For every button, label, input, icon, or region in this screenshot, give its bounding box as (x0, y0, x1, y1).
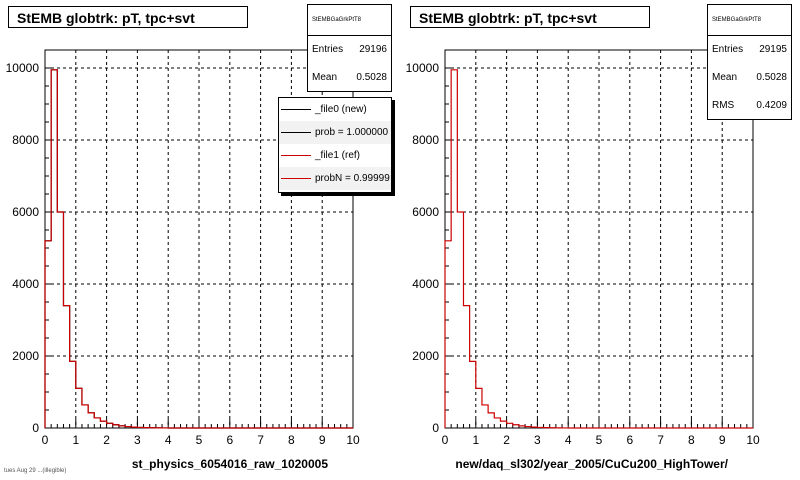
histogram-series (444, 69, 753, 429)
x-tick-label: 5 (596, 433, 603, 447)
mean-label: Mean (312, 72, 338, 83)
y-tick-label: 0 (32, 421, 39, 435)
x-tick-label: 1 (72, 433, 79, 447)
legend-label: probN = 0.99999 (315, 173, 390, 184)
mean-value: 0.5028 (356, 72, 387, 83)
x-tick-label: 8 (688, 433, 695, 447)
entries-value: 29195 (759, 44, 787, 55)
y-tick-label: 6000 (12, 205, 39, 219)
y-tick-label: 10000 (6, 61, 40, 75)
x-tick-label: 2 (103, 433, 110, 447)
left-stats-box: StEMBGaGrkPtT8 Entries 29196 Mean 0.5028 (307, 4, 392, 92)
x-tick-label: 1 (472, 433, 479, 447)
right-plot-title: StEMB globtrk: pT, tpc+svt (410, 6, 650, 28)
legend-label: _file1 (ref) (315, 150, 361, 161)
x-tick-label: 6 (226, 433, 233, 447)
x-tick-label: 9 (319, 433, 326, 447)
x-tick-label: 0 (442, 433, 449, 447)
legend-item: prob = 1.000000 (279, 121, 391, 144)
legend-item: _file1 (ref) (279, 144, 391, 167)
y-tick-label: 2000 (12, 349, 39, 363)
legend-label: _file0 (new) (315, 104, 367, 115)
histogram-series (44, 69, 353, 429)
stats-name: StEMBGaGrkPtT8 (308, 5, 391, 36)
legend-label: prob = 1.000000 (315, 127, 389, 138)
x-tick-label: 9 (719, 433, 726, 447)
x-tick-label: 0 (42, 433, 49, 447)
x-tick-label: 3 (134, 433, 141, 447)
y-tick-label: 8000 (12, 133, 39, 147)
comparison-legend: _file0 (new) prob = 1.000000 _file1 (ref… (278, 97, 392, 193)
legend-swatch (281, 155, 311, 156)
mean-label: Mean (712, 72, 738, 83)
stats-name: StEMBGaGrkPtT8 (708, 5, 791, 36)
legend-swatch (281, 109, 311, 110)
legend-item: probN = 0.99999 (279, 167, 391, 190)
entries-label: Entries (712, 44, 744, 55)
x-tick-label: 10 (746, 433, 760, 447)
rms-label: RMS (712, 100, 735, 111)
left-plot-title: StEMB globtrk: pT, tpc+svt (8, 6, 248, 28)
y-tick-label: 10000 (406, 61, 440, 75)
x-tick-label: 8 (288, 433, 295, 447)
y-tick-label: 4000 (12, 277, 39, 291)
x-axis-label: st_physics_6054016_raw_1020005 (132, 457, 328, 471)
x-tick-label: 7 (257, 433, 264, 447)
legend-item: _file0 (new) (279, 98, 391, 121)
right-histogram-plot: 0 1 2 3 4 5 6 7 8 9 10 0 2000 4000 6000 8000 10000 new/da… (406, 49, 760, 471)
x-tick-label: 6 (626, 433, 633, 447)
y-tick-label: 2000 (412, 349, 439, 363)
x-tick-label: 4 (565, 433, 572, 447)
x-tick-label: 7 (657, 433, 664, 447)
y-tick-label: 6000 (412, 205, 439, 219)
legend-swatch (281, 132, 311, 133)
x-tick-label: 5 (196, 433, 203, 447)
x-tick-label: 3 (534, 433, 541, 447)
x-tick-label: 10 (346, 433, 360, 447)
footer-text: tues Aug 29 ...(illegible) (4, 468, 67, 474)
x-tick-label: 2 (503, 433, 510, 447)
mean-value: 0.5028 (756, 72, 787, 83)
y-tick-label: 4000 (412, 277, 439, 291)
entries-value: 29196 (359, 44, 387, 55)
entries-label: Entries (312, 44, 344, 55)
x-tick-label: 4 (165, 433, 172, 447)
y-tick-label: 8000 (412, 133, 439, 147)
right-stats-box: StEMBGaGrkPtT8 Entries 29195 Mean 0.5028 R… (707, 4, 792, 120)
y-tick-label: 0 (432, 421, 439, 435)
x-axis-label: new/daq_sl302/year_2005/CuCu200_HighTowe… (455, 457, 728, 471)
legend-swatch (281, 178, 311, 179)
rms-value: 0.4209 (756, 100, 787, 111)
